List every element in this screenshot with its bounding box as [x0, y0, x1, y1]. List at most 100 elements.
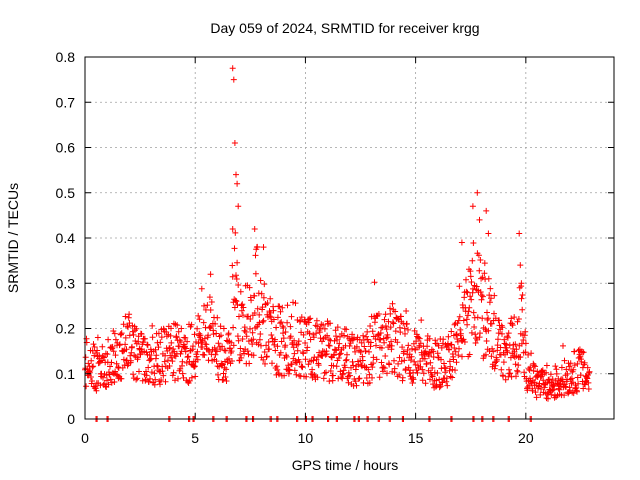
data-point [162, 352, 169, 359]
data-point [231, 304, 238, 311]
data-point [259, 318, 266, 325]
data-point [578, 358, 585, 365]
y-tick-label: 0.6 [56, 140, 76, 156]
data-point [461, 294, 468, 301]
data-point [340, 367, 347, 374]
data-point [207, 307, 214, 313]
data-point [580, 385, 587, 392]
data-point [194, 325, 201, 332]
data-point [456, 283, 463, 290]
data-point [360, 332, 367, 339]
data-point [347, 340, 354, 347]
data-point [201, 302, 207, 309]
data-point [494, 347, 501, 354]
data-point [229, 358, 235, 364]
data-point [531, 379, 538, 386]
data-point [419, 377, 426, 384]
data-point [482, 351, 489, 358]
data-point [416, 335, 423, 342]
data-point [326, 336, 332, 343]
data-point [320, 375, 327, 382]
data-point [466, 351, 473, 358]
data-point [257, 277, 264, 284]
data-point [485, 230, 492, 237]
data-point [514, 368, 521, 375]
data-point [405, 326, 411, 333]
data-point [355, 375, 362, 382]
data-point [183, 359, 190, 366]
data-point [337, 350, 344, 357]
data-point [167, 332, 174, 339]
data-point [133, 376, 140, 383]
data-point [266, 346, 273, 353]
data-point [184, 354, 191, 361]
data-point [405, 342, 412, 349]
data-point [299, 363, 306, 370]
data-point [306, 330, 313, 337]
data-point [560, 342, 566, 349]
data-point [326, 342, 333, 349]
data-point [327, 368, 334, 374]
data-point [453, 359, 460, 366]
data-point [120, 321, 127, 328]
data-point [479, 315, 486, 322]
data-point [249, 341, 256, 348]
data-point [424, 343, 431, 350]
data-point [547, 371, 554, 378]
data-point [177, 350, 184, 357]
data-point [378, 345, 385, 351]
data-point [500, 359, 507, 366]
data-point [232, 229, 239, 236]
data-point [465, 308, 472, 315]
data-point [333, 333, 339, 340]
data-point [331, 337, 338, 344]
data-point [530, 367, 537, 374]
data-point [460, 336, 467, 343]
data-point [401, 325, 408, 332]
data-point [108, 379, 115, 386]
y-tick-label: 0.5 [56, 185, 76, 201]
data-point [345, 369, 352, 376]
data-point [305, 361, 312, 368]
data-point [252, 270, 259, 277]
data-point [89, 378, 95, 384]
data-point [144, 342, 151, 349]
data-point [111, 379, 118, 385]
data-point [267, 295, 274, 302]
data-point [166, 363, 173, 369]
data-point [310, 357, 317, 364]
data-point [360, 379, 367, 386]
data-point [230, 342, 237, 349]
data-point [314, 374, 321, 381]
data-point [317, 325, 324, 332]
data-point [442, 369, 449, 376]
data-point [88, 357, 95, 364]
data-point [371, 279, 378, 286]
data-point [389, 300, 396, 307]
data-point [343, 326, 350, 333]
data-point [381, 339, 388, 346]
data-point [468, 329, 475, 336]
data-point [147, 375, 153, 382]
data-point [377, 336, 384, 343]
data-point [346, 372, 353, 379]
data-point [553, 370, 560, 377]
data-point [154, 362, 160, 369]
data-point [168, 325, 174, 332]
data-point [558, 364, 565, 371]
data-point [183, 345, 189, 352]
data-point [302, 356, 309, 363]
data-point [173, 333, 180, 340]
data-point [315, 362, 322, 369]
data-point [356, 375, 363, 382]
data-point [433, 377, 440, 384]
data-point [185, 353, 192, 360]
x-tick-label: 15 [408, 430, 424, 446]
data-point [485, 315, 492, 322]
data-point [159, 368, 166, 375]
data-point [561, 392, 568, 399]
data-point [104, 377, 110, 384]
data-point [99, 343, 106, 350]
data-point [172, 353, 179, 360]
data-point [375, 311, 382, 317]
